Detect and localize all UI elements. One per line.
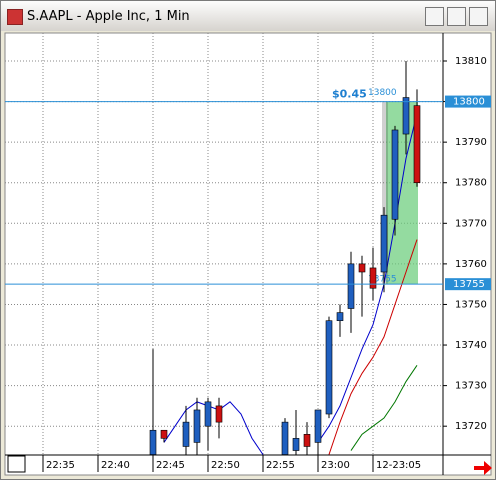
profit-annotation: $0.45 (332, 88, 367, 101)
x-tick-label: 22:45 (156, 460, 185, 471)
level-tag (445, 95, 491, 108)
level-tag-label: 13755 (453, 279, 485, 290)
maximize-button[interactable] (447, 7, 466, 26)
x-tick-label: 23:00 (321, 460, 350, 471)
candle-body (413, 105, 421, 184)
chart-background (4, 32, 492, 476)
candle-body (369, 267, 377, 289)
candle-body (193, 409, 201, 443)
zone-shadow (382, 101, 388, 285)
candle-body (391, 129, 399, 220)
x-tick-label: 22:50 (211, 460, 240, 471)
y-tick-label: 13770 (455, 218, 487, 229)
moving-average (163, 113, 418, 455)
x-tick-label: 12-23:05 (376, 460, 421, 471)
candle-body (292, 438, 300, 451)
y-tick-label: 13810 (455, 56, 487, 67)
moving-average (328, 239, 418, 455)
x-tick-label: 22:40 (101, 460, 130, 471)
window-icon (7, 9, 23, 25)
candle-body (380, 214, 388, 273)
candle-body (215, 405, 223, 423)
candle-body (314, 409, 322, 443)
y-tick-label: 13790 (455, 137, 487, 148)
candle-body (204, 401, 212, 427)
candle-body (303, 434, 311, 447)
x-tick-label: 22:35 (46, 460, 75, 471)
y-tick-label: 13740 (455, 340, 487, 351)
y-tick-label: 13730 (455, 381, 487, 392)
candle-body (149, 429, 157, 455)
close-button[interactable] (469, 7, 488, 26)
candle-body (325, 320, 333, 415)
candle-body (281, 421, 289, 455)
candle-body (358, 263, 366, 273)
moving-average (350, 365, 418, 451)
candle-body (182, 421, 190, 447)
window-title: S.AAPL - Apple Inc, 1 Min (27, 9, 190, 24)
level-label: 13755 (368, 275, 397, 285)
y-tick-label: 13780 (455, 178, 487, 189)
level-label: 13800 (368, 88, 397, 98)
title-bar: S.AAPL - Apple Inc, 1 Min (1, 1, 495, 31)
x-tick-label: 22:55 (266, 460, 295, 471)
y-tick-label: 13720 (455, 421, 487, 432)
candle-body (160, 429, 168, 439)
y-tick-label: 13750 (455, 299, 487, 310)
corner-box[interactable] (7, 455, 26, 473)
candle-body (336, 312, 344, 321)
level-tag-label: 13800 (453, 97, 485, 108)
candle-body (347, 263, 355, 309)
level-tag (445, 278, 491, 291)
minimize-button[interactable] (425, 7, 444, 26)
candle-body (402, 97, 410, 135)
scroll-arrow[interactable] (474, 461, 492, 475)
y-tick-label: 13760 (455, 259, 487, 270)
